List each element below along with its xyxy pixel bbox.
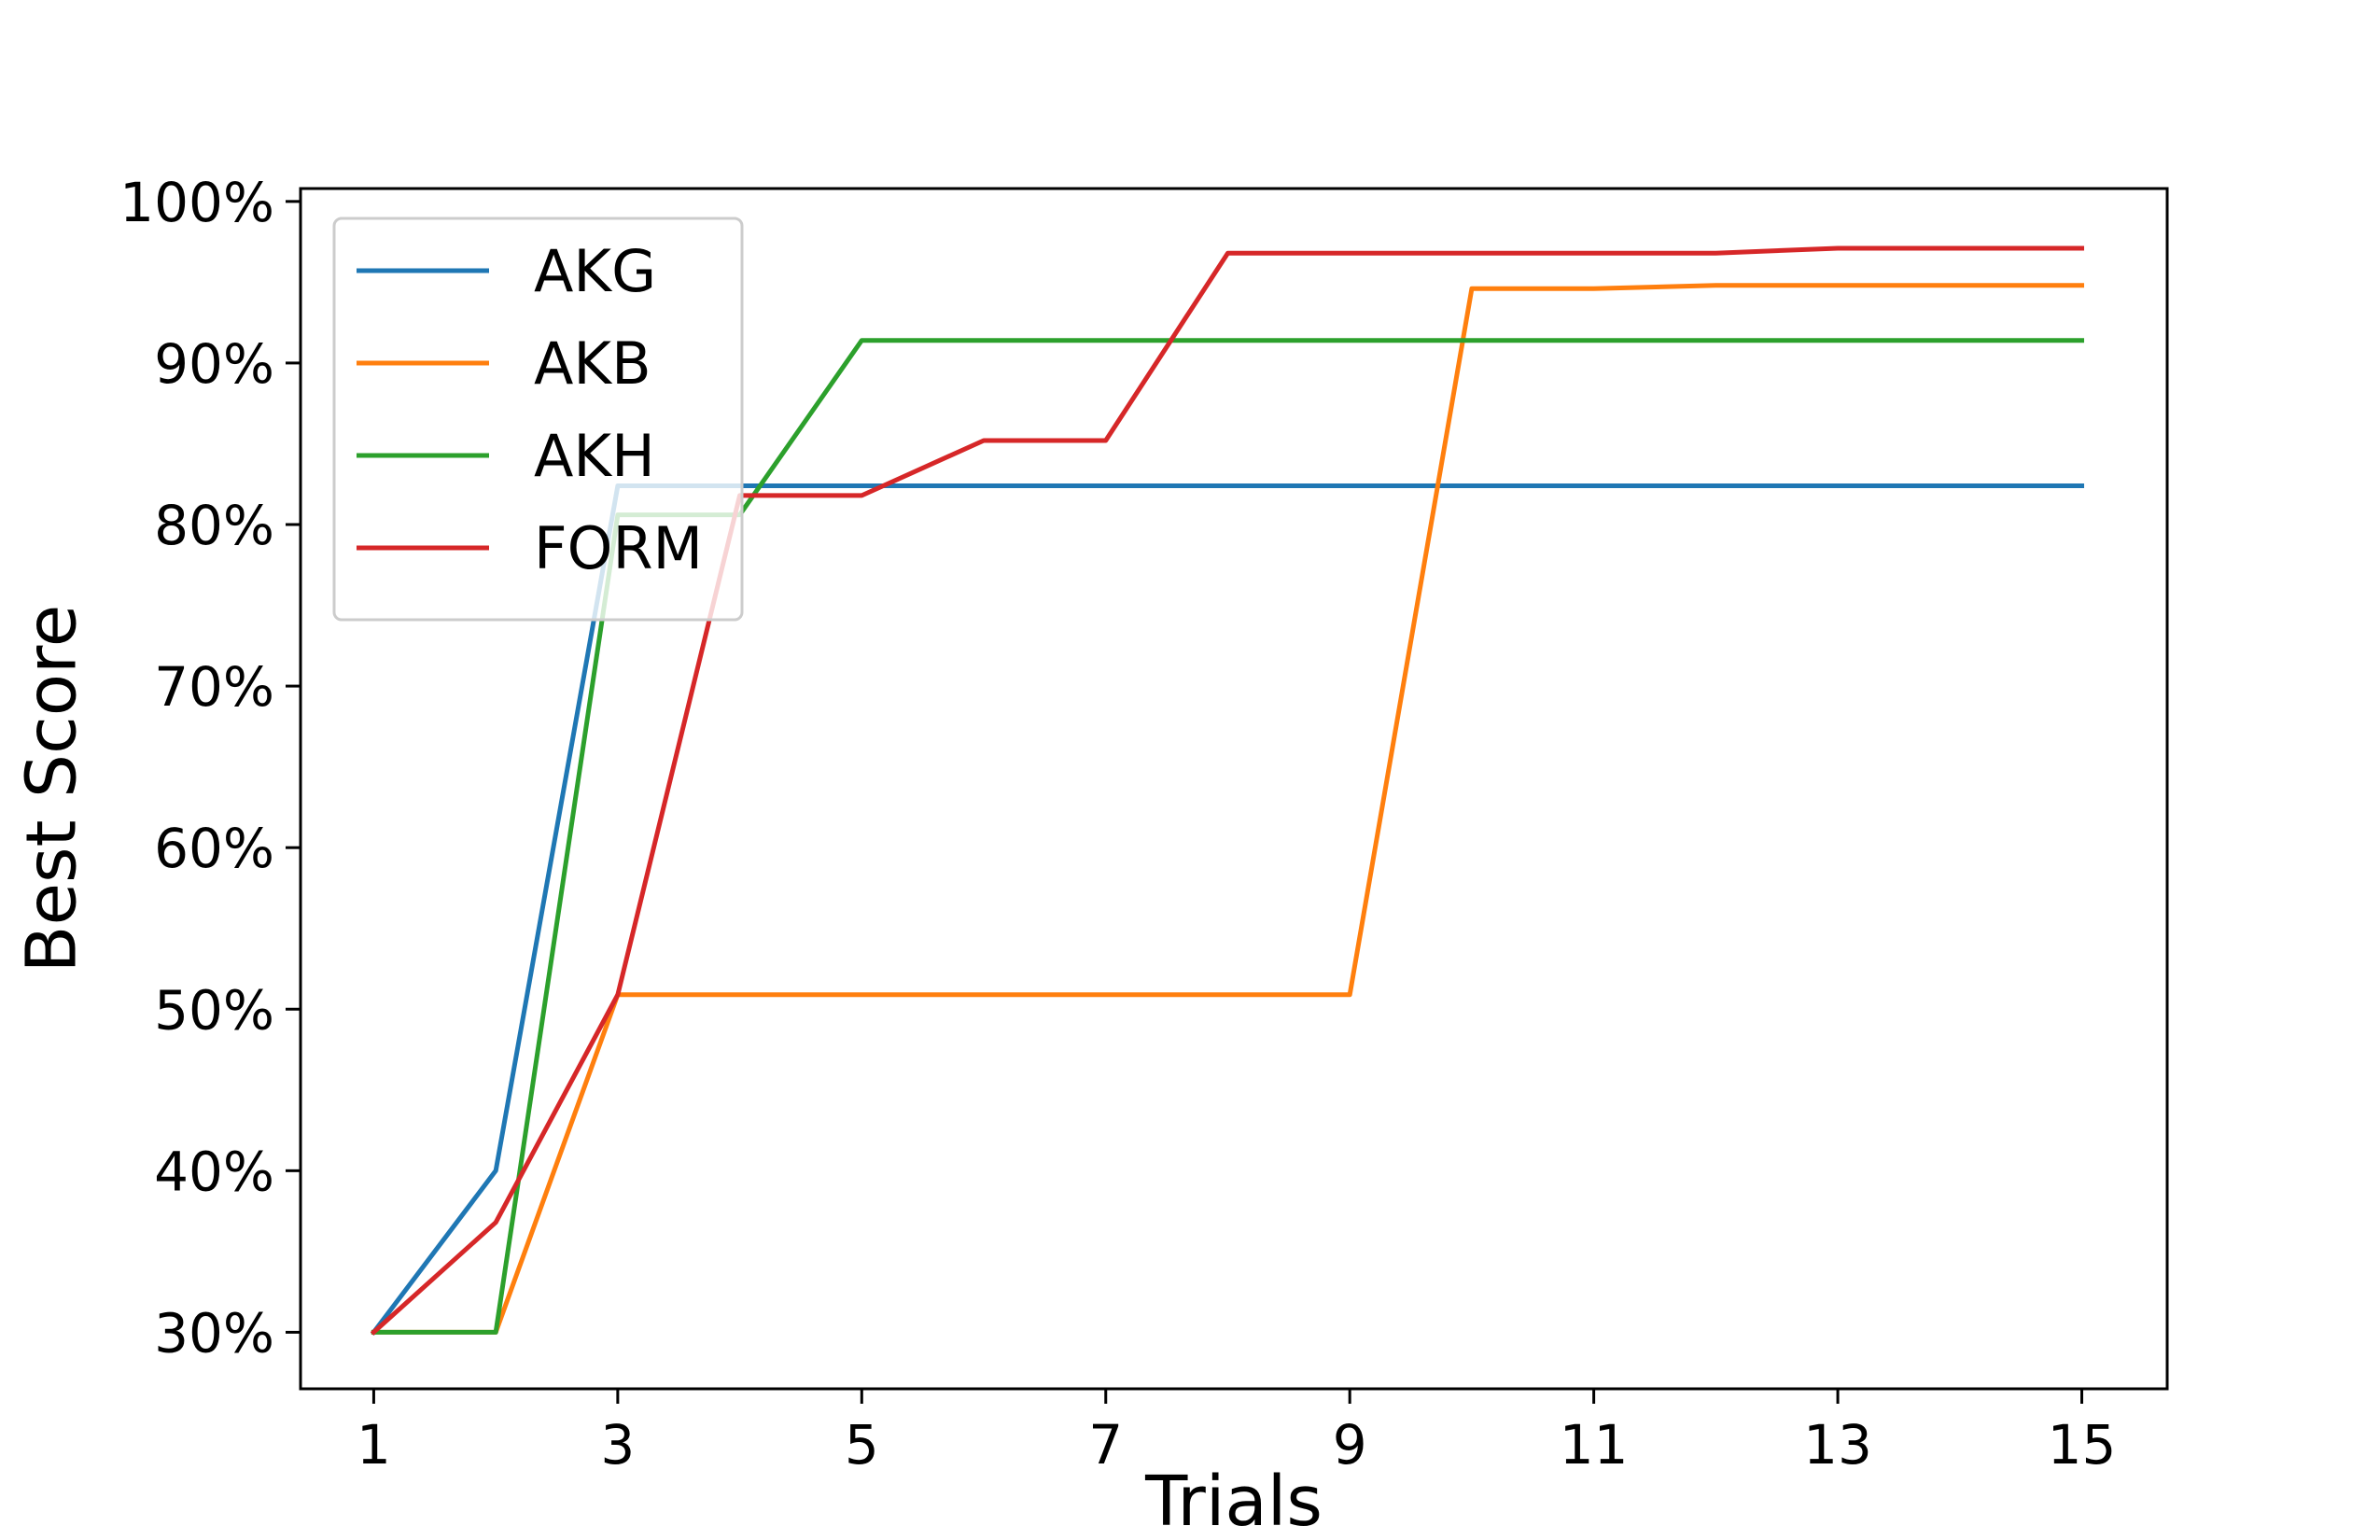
y-tick-label: 80% [154, 494, 274, 557]
y-tick-label: 40% [154, 1140, 274, 1203]
legend: AKG AKB AKH FORM [332, 217, 744, 622]
y-tick-label: 60% [154, 817, 274, 880]
x-tick-label: 3 [600, 1413, 635, 1477]
x-axis: 1 3 5 7 9 11 13 15 [357, 1389, 2116, 1477]
legend-label-akh: AKH [534, 422, 655, 490]
series-line-akb [371, 283, 2084, 1335]
legend-label-form: FORM [534, 514, 703, 582]
y-axis-title: Best Score [12, 605, 92, 973]
legend-label-akb: AKB [534, 329, 651, 398]
y-tick-label: 70% [154, 655, 274, 719]
x-tick-label: 15 [2048, 1413, 2117, 1477]
y-axis: 30% 40% 50% 60% 70% 80% 90% 100% [119, 171, 301, 1365]
y-tick-label: 90% [154, 332, 274, 396]
x-tick-label: 13 [1803, 1413, 1872, 1477]
plot-frame [299, 187, 2169, 1391]
series-line-form [370, 245, 2084, 1336]
y-tick-label: 50% [154, 978, 274, 1042]
x-tick-label: 1 [357, 1413, 391, 1477]
x-tick-label: 9 [1333, 1413, 1367, 1477]
x-tick-label: 5 [845, 1413, 879, 1477]
x-axis-title: Trials [1144, 1462, 1323, 1540]
legend-label-akg: AKG [534, 237, 656, 305]
x-tick-label: 7 [1088, 1413, 1123, 1477]
legend-box [332, 217, 744, 622]
y-tick-label: 100% [119, 171, 274, 234]
y-tick-label: 30% [154, 1301, 274, 1365]
x-tick-label: 11 [1560, 1413, 1629, 1477]
